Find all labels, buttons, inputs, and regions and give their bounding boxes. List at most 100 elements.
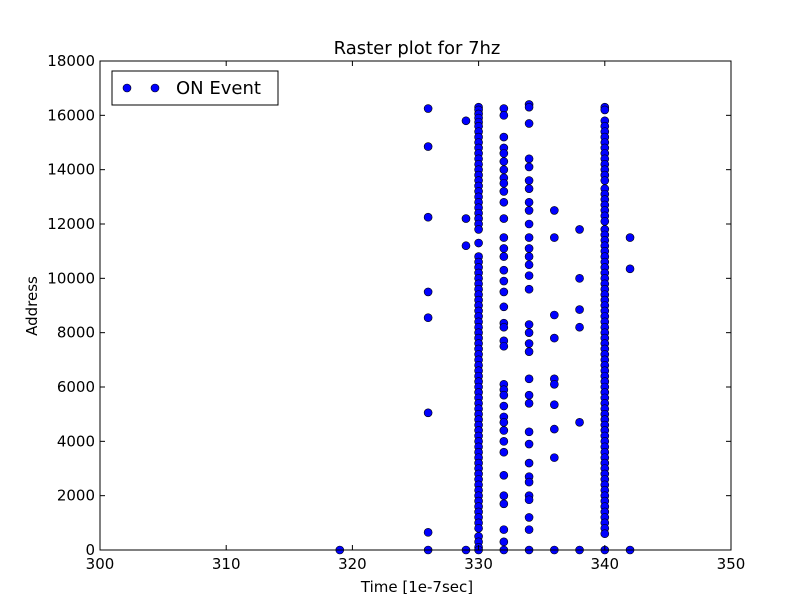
data-point (499, 178, 509, 188)
x-tick-label: 310 (212, 555, 241, 573)
data-point (524, 477, 534, 487)
data-point (499, 341, 509, 351)
data-point (575, 418, 584, 427)
data-point (499, 537, 509, 547)
y-tick-label: 0 (85, 541, 95, 559)
data-point (499, 233, 509, 242)
y-tick-label: 16000 (47, 106, 95, 124)
data-point (524, 525, 534, 534)
data-point (423, 313, 433, 323)
x-axis-title: Time [1e-7sec] (360, 578, 473, 596)
data-point (575, 322, 584, 332)
data-point (474, 238, 483, 248)
data-point (499, 265, 509, 275)
y-tick-label: 4000 (57, 432, 95, 450)
data-point (499, 276, 509, 286)
data-point (499, 214, 509, 223)
y-tick-label: 10000 (47, 269, 95, 287)
x-tick-label: 320 (338, 555, 367, 573)
data-point (600, 216, 610, 226)
x-tick-label: 340 (590, 555, 619, 573)
data-point (524, 458, 534, 468)
data-point (524, 260, 534, 270)
data-point (499, 287, 509, 297)
x-tick-label: 330 (464, 555, 493, 573)
data-point (524, 374, 534, 384)
y-tick-label: 12000 (47, 215, 95, 233)
data-point (499, 252, 509, 261)
y-axis-title: Address (23, 276, 41, 336)
data-point (550, 424, 559, 434)
data-point (524, 184, 534, 193)
data-point (499, 157, 509, 166)
y-tick-label: 14000 (47, 161, 95, 179)
legend-marker (122, 83, 132, 93)
data-point (524, 252, 534, 261)
chart-title: Raster plot for 7hz (334, 38, 501, 59)
y-tick-label: 18000 (47, 52, 95, 70)
axis-ticks: 300 310 320 330 340 350 0 2000 4000 6000 8000 10000… (47, 52, 745, 573)
data-point (499, 302, 509, 312)
data-point (423, 408, 433, 418)
data-point (423, 212, 433, 222)
data-point (524, 398, 534, 408)
data-point (423, 142, 433, 151)
data-point (474, 523, 483, 533)
data-point (550, 310, 559, 320)
data-point (550, 400, 559, 409)
data-point (474, 225, 483, 234)
data-point (524, 284, 534, 294)
data-point (499, 437, 509, 446)
data-point (524, 347, 534, 356)
data-point (524, 102, 534, 112)
data-point (499, 197, 509, 207)
data-point (423, 104, 433, 113)
data-point (499, 525, 509, 534)
data-point (524, 119, 534, 128)
data-point (499, 149, 509, 158)
y-tick-label: 8000 (57, 324, 95, 342)
data-point (575, 225, 584, 234)
data-point (524, 328, 534, 337)
data-point (524, 513, 534, 522)
data-point (575, 305, 584, 314)
data-point (524, 390, 534, 400)
data-point (550, 206, 559, 215)
x-tick-label: 300 (86, 555, 115, 573)
data-point (499, 418, 509, 427)
data-point (575, 274, 584, 283)
data-point (499, 132, 509, 142)
data-point (600, 529, 610, 539)
legend-box (111, 70, 279, 106)
data-point (524, 244, 534, 253)
data-point (524, 233, 534, 242)
data-point (499, 244, 509, 253)
y-tick-label: 2000 (57, 487, 95, 505)
data-point (499, 470, 509, 480)
y-tick-label: 6000 (57, 378, 95, 396)
data-point (524, 162, 534, 172)
data-point (499, 426, 509, 435)
x-tick-label: 350 (717, 555, 746, 573)
data-point (499, 401, 509, 411)
data-point (625, 233, 635, 242)
legend-marker (150, 83, 160, 93)
data-point (550, 233, 559, 242)
data-point (499, 390, 509, 400)
data-point (461, 214, 471, 223)
data-point (524, 219, 534, 229)
data-point (550, 453, 559, 462)
data-point (550, 333, 559, 343)
data-point (499, 111, 509, 120)
data-points-layer (335, 100, 635, 555)
data-point (524, 271, 534, 280)
data-point (600, 105, 610, 115)
plot-frame (99, 60, 732, 551)
data-point (524, 176, 534, 185)
data-point (524, 206, 534, 215)
data-point (550, 379, 559, 389)
legend-label: ON Event (176, 78, 261, 99)
data-point (461, 241, 471, 251)
legend: ON Event (111, 70, 279, 106)
